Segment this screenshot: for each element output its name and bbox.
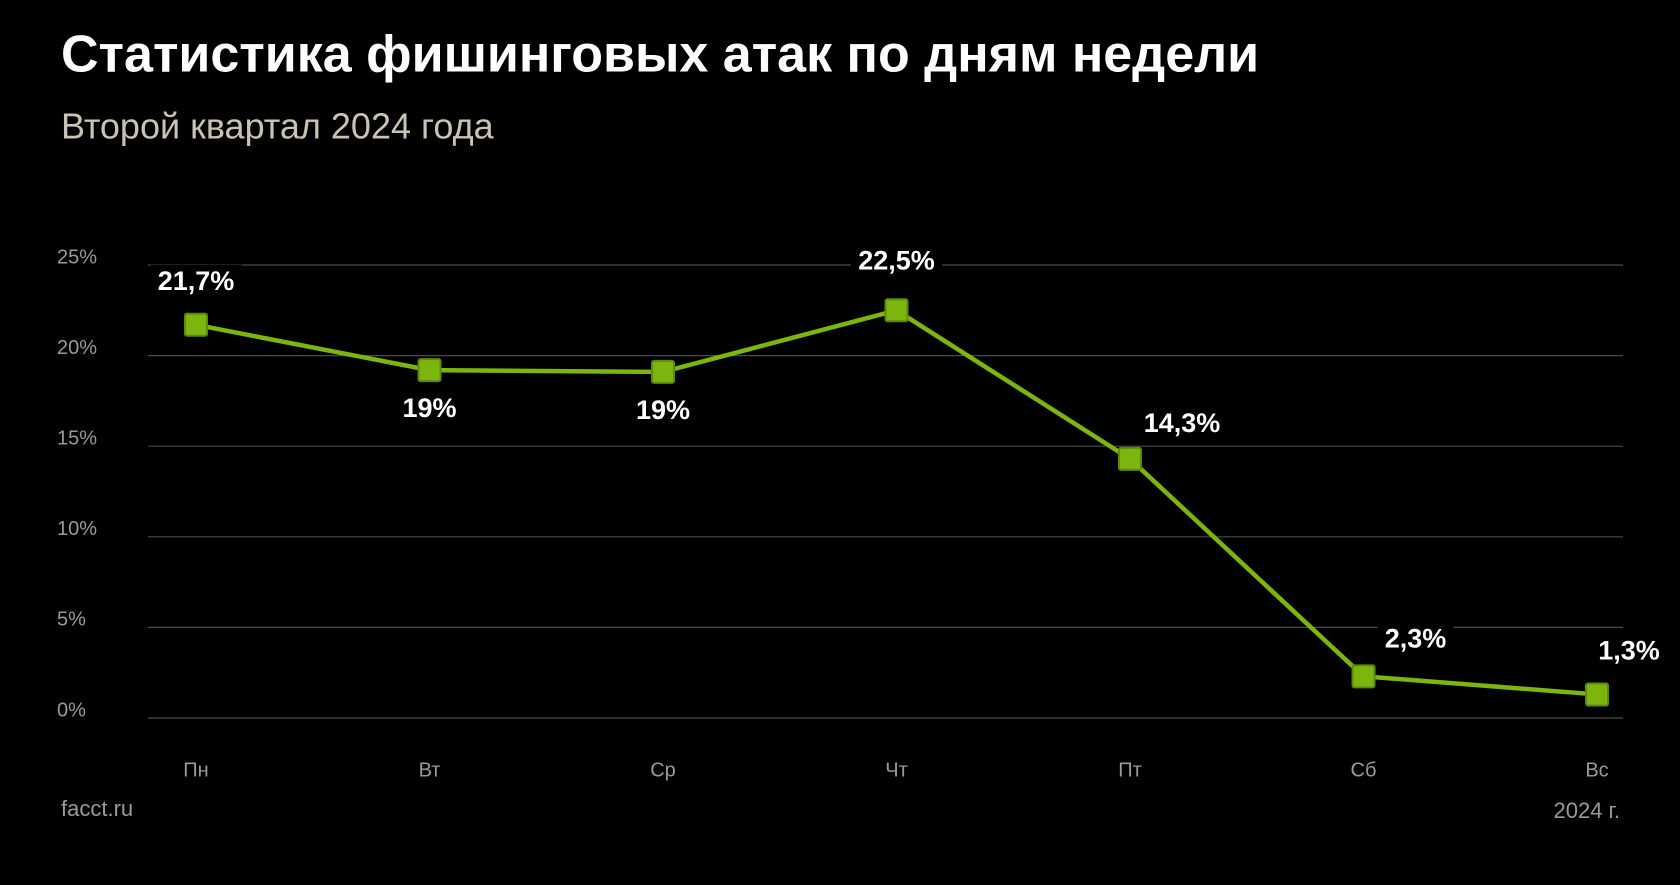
label-bg [632, 393, 694, 430]
y-tick-label: 25% [57, 246, 97, 268]
label-bg [1377, 622, 1454, 659]
data-label: 19% [636, 395, 690, 425]
y-tick-label: 15% [57, 427, 97, 449]
marker [184, 312, 208, 337]
x-tick-label: Сб [1351, 759, 1377, 781]
marker [1118, 446, 1142, 471]
marker [884, 298, 909, 323]
x-tick-label: Ср [650, 759, 676, 781]
source: facct.ru [61, 796, 133, 821]
y-tick-label: 20% [57, 337, 97, 359]
data-label: 2,3% [1385, 623, 1447, 653]
marker [1585, 682, 1609, 707]
chart-subtitle: Второй квартал 2024 года [61, 106, 495, 147]
y-tick-label: 5% [57, 609, 86, 631]
data-label: 19% [402, 393, 456, 423]
marker [1351, 664, 1376, 689]
x-tick-label: Вс [1585, 759, 1608, 781]
label-bg [399, 392, 460, 429]
marker [651, 359, 675, 384]
marker [417, 358, 442, 383]
x-tick-label: Пн [183, 759, 208, 781]
data-label: 1,3% [1598, 636, 1660, 666]
chart-title: Статистика фишинговых атак по дням недел… [61, 26, 1259, 84]
data-label: 14,3% [1144, 408, 1221, 438]
x-tick-label: Пт [1118, 759, 1142, 781]
label-bg [1591, 634, 1667, 671]
data-label: 22,5% [858, 245, 935, 275]
y-tick-label: 10% [57, 518, 97, 540]
y-tick-label: 0% [57, 699, 86, 721]
label-bg [150, 264, 242, 301]
data-label: 21,7% [158, 266, 235, 296]
x-tick-label: Чт [885, 759, 908, 781]
note: 2024 г. [1553, 798, 1620, 823]
label-bg [1136, 406, 1228, 443]
label-bg [851, 244, 942, 281]
x-tick-label: Вт [419, 759, 441, 781]
